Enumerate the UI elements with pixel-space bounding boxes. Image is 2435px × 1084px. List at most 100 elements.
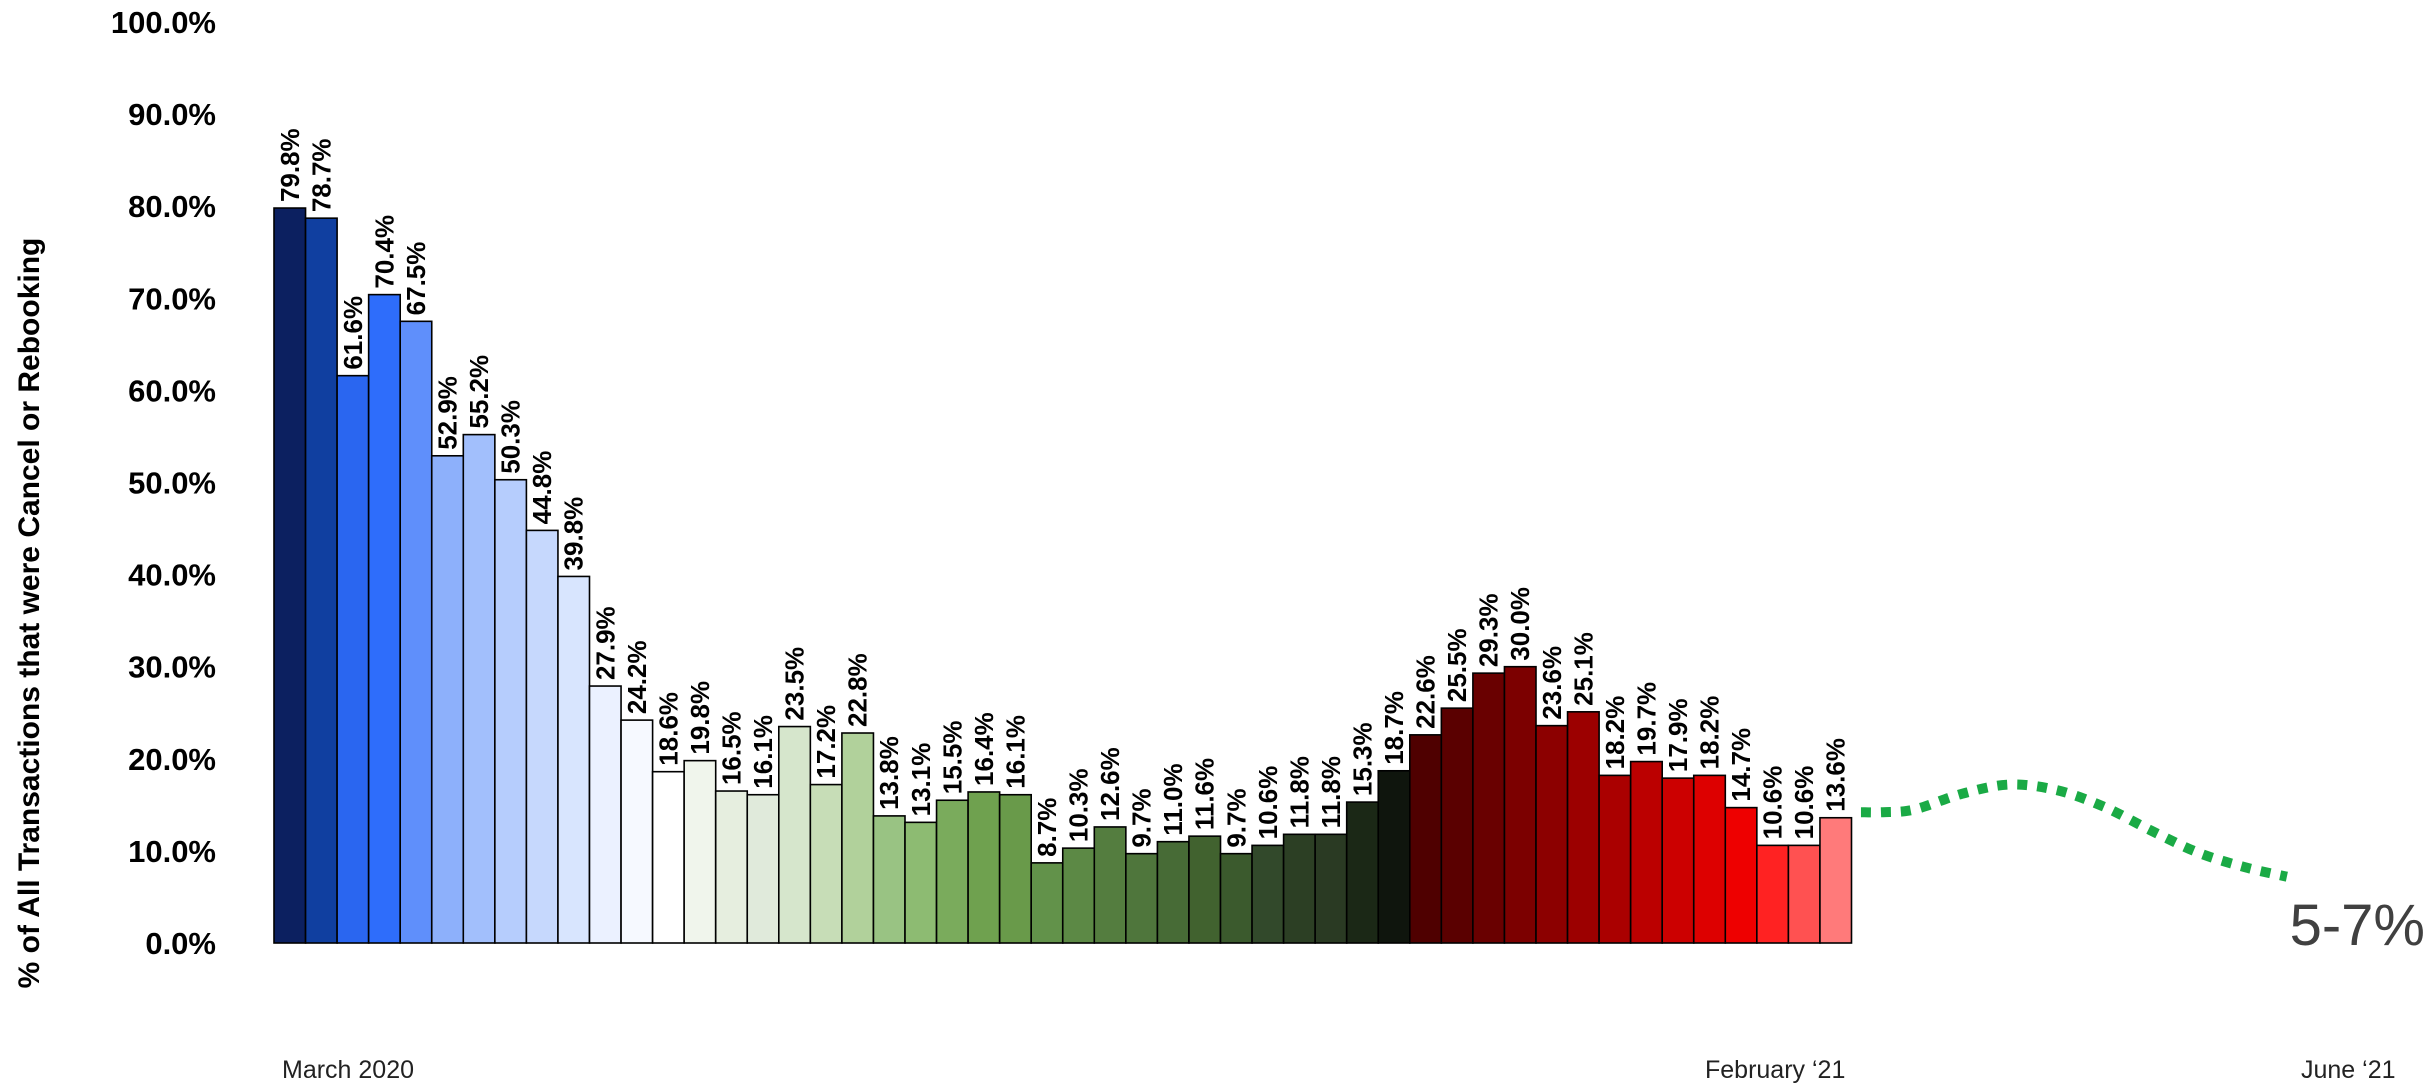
data-label: 61.6% bbox=[338, 296, 368, 370]
bar bbox=[746, 793, 780, 944]
bar bbox=[557, 575, 591, 944]
data-label: 15.5% bbox=[937, 721, 967, 795]
data-label: 15.3% bbox=[1347, 722, 1377, 796]
y-tick-label: 80.0% bbox=[128, 189, 216, 224]
data-label: 13.8% bbox=[874, 736, 904, 810]
data-label: 9.7% bbox=[1221, 788, 1251, 847]
data-label: 16.4% bbox=[969, 712, 999, 786]
bar bbox=[430, 454, 465, 944]
bar bbox=[904, 821, 938, 944]
bar bbox=[273, 207, 307, 944]
bar bbox=[1156, 840, 1190, 944]
bar bbox=[1692, 774, 1727, 944]
bar bbox=[683, 759, 717, 944]
data-label: 10.6% bbox=[1758, 766, 1788, 840]
bar bbox=[1535, 724, 1569, 944]
y-tick-label: 90.0% bbox=[128, 97, 216, 132]
bar bbox=[1472, 672, 1506, 944]
y-axis-ticks: 0.0% 10.0% 20.0% 30.0% 40.0% 50.0% 60.0% 70.0% 8… bbox=[111, 5, 216, 961]
data-label: 22.6% bbox=[1411, 655, 1441, 729]
bar bbox=[304, 217, 338, 944]
bar bbox=[1787, 844, 1821, 944]
data-label: 18.2% bbox=[1600, 696, 1630, 770]
data-label: 24.2% bbox=[622, 640, 652, 714]
data-label: 10.6% bbox=[1789, 766, 1819, 840]
y-tick-label: 60.0% bbox=[128, 373, 216, 408]
bar bbox=[1724, 806, 1758, 944]
data-label: 10.3% bbox=[1064, 768, 1094, 842]
data-label: 79.8% bbox=[275, 128, 305, 202]
data-label: 16.1% bbox=[1000, 715, 1030, 789]
y-tick-label: 10.0% bbox=[128, 834, 216, 869]
bar bbox=[777, 725, 812, 944]
projection-label: 5-7% bbox=[2290, 893, 2425, 958]
data-label: 16.5% bbox=[716, 711, 746, 785]
y-tick-label: 50.0% bbox=[128, 466, 216, 501]
data-label: 16.1% bbox=[748, 715, 778, 789]
data-label: 11.8% bbox=[1316, 756, 1346, 828]
bar bbox=[935, 799, 969, 944]
data-label: 14.7% bbox=[1726, 728, 1756, 802]
bar bbox=[809, 783, 843, 944]
y-tick-label: 100.0% bbox=[111, 5, 216, 40]
bar bbox=[1314, 833, 1348, 944]
bar bbox=[967, 791, 1001, 944]
y-axis-label: % of All Transactions that were Cancel o… bbox=[13, 238, 46, 989]
bars bbox=[273, 207, 1853, 944]
data-label: 23.6% bbox=[1537, 646, 1567, 720]
data-label: 25.1% bbox=[1568, 632, 1598, 706]
data-label: 39.8% bbox=[559, 497, 589, 571]
data-label: 78.7% bbox=[306, 138, 336, 212]
x-label-end-bars: February ‘21 bbox=[1705, 1056, 1845, 1084]
bar bbox=[1598, 774, 1632, 944]
data-label: 18.7% bbox=[1379, 691, 1409, 765]
bar bbox=[1377, 769, 1411, 944]
data-label: 13.1% bbox=[906, 743, 936, 817]
y-tick-label: 0.0% bbox=[145, 926, 216, 961]
data-label: 11.8% bbox=[1284, 756, 1314, 828]
data-label: 10.6% bbox=[1253, 766, 1283, 840]
data-label: 17.9% bbox=[1663, 698, 1693, 772]
bar bbox=[1661, 777, 1695, 944]
bar bbox=[1061, 847, 1096, 944]
y-tick-label: 40.0% bbox=[128, 558, 216, 593]
bar bbox=[1503, 665, 1537, 944]
x-label-end-projection: June ‘21 bbox=[2301, 1056, 2396, 1084]
bar bbox=[336, 374, 370, 944]
bar bbox=[1219, 852, 1253, 944]
bar bbox=[399, 320, 433, 944]
data-label: 30.0% bbox=[1505, 587, 1535, 661]
bar bbox=[872, 815, 906, 944]
y-tick-label: 30.0% bbox=[128, 650, 216, 685]
bar bbox=[998, 793, 1033, 944]
data-label: 19.8% bbox=[685, 681, 715, 755]
data-label: 50.3% bbox=[496, 400, 526, 474]
data-label: 67.5% bbox=[401, 242, 431, 316]
bar bbox=[1629, 760, 1664, 944]
bar bbox=[1188, 835, 1222, 944]
x-label-start: March 2020 bbox=[282, 1056, 414, 1084]
bar bbox=[1756, 844, 1790, 944]
data-label: 11.0% bbox=[1158, 763, 1188, 835]
y-tick-label: 20.0% bbox=[128, 742, 216, 777]
bar bbox=[620, 719, 654, 944]
bar bbox=[462, 433, 496, 944]
data-label: 27.9% bbox=[590, 606, 620, 680]
y-tick-label: 70.0% bbox=[128, 281, 216, 316]
bar bbox=[1125, 852, 1159, 944]
bar bbox=[1819, 816, 1853, 944]
bar bbox=[525, 529, 559, 944]
bar bbox=[1030, 862, 1064, 944]
data-labels: 79.8% 78.7% 61.6%70.4% 67.5% 52.9% 55.2%50.3%… bbox=[275, 128, 1851, 857]
bar bbox=[1282, 833, 1316, 944]
bar bbox=[494, 478, 528, 944]
data-label: 11.6% bbox=[1190, 758, 1220, 830]
bar bbox=[651, 770, 685, 944]
data-label: 8.7% bbox=[1032, 798, 1062, 857]
bar bbox=[1409, 734, 1443, 944]
bar bbox=[1440, 707, 1474, 944]
bar bbox=[1345, 801, 1380, 944]
data-label: 17.2% bbox=[811, 705, 841, 779]
data-label: 52.9% bbox=[433, 376, 463, 450]
